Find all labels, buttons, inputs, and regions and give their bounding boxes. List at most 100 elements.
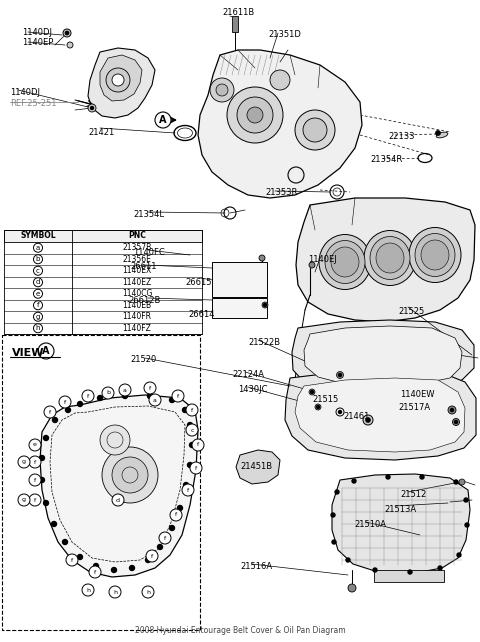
Circle shape bbox=[190, 442, 194, 447]
Text: d: d bbox=[116, 498, 120, 503]
Circle shape bbox=[183, 483, 189, 487]
Circle shape bbox=[34, 324, 43, 333]
Ellipse shape bbox=[421, 240, 449, 270]
Circle shape bbox=[186, 404, 198, 416]
Circle shape bbox=[169, 397, 175, 403]
Circle shape bbox=[144, 382, 156, 394]
Circle shape bbox=[172, 390, 184, 402]
Text: 1140EB: 1140EB bbox=[122, 300, 152, 309]
Circle shape bbox=[147, 394, 153, 399]
Polygon shape bbox=[236, 450, 280, 484]
Circle shape bbox=[130, 566, 134, 571]
Text: h: h bbox=[86, 587, 90, 593]
Text: 1140EX: 1140EX bbox=[122, 266, 152, 275]
Circle shape bbox=[77, 401, 83, 406]
Text: 21525: 21525 bbox=[398, 307, 424, 316]
Circle shape bbox=[420, 475, 424, 479]
Bar bbox=[4, 230, 202, 242]
Text: f: f bbox=[149, 385, 151, 390]
Circle shape bbox=[34, 243, 43, 252]
Text: 21513A: 21513A bbox=[384, 505, 416, 514]
Polygon shape bbox=[285, 370, 476, 460]
Text: 21354R: 21354R bbox=[370, 155, 402, 164]
Bar bbox=[4, 230, 202, 334]
Ellipse shape bbox=[409, 227, 461, 282]
Circle shape bbox=[18, 456, 30, 468]
Text: 1140DJ: 1140DJ bbox=[10, 88, 40, 97]
Circle shape bbox=[331, 513, 335, 517]
Polygon shape bbox=[304, 326, 462, 386]
Circle shape bbox=[332, 540, 336, 544]
Circle shape bbox=[309, 262, 315, 268]
Circle shape bbox=[363, 415, 373, 425]
Circle shape bbox=[365, 417, 371, 422]
Bar bbox=[2, 335, 200, 630]
Text: 26612B: 26612B bbox=[128, 296, 160, 305]
Circle shape bbox=[52, 417, 58, 422]
Bar bbox=[374, 570, 444, 582]
Text: 21522B: 21522B bbox=[248, 338, 280, 347]
Circle shape bbox=[346, 558, 350, 562]
Circle shape bbox=[216, 84, 228, 96]
Circle shape bbox=[65, 408, 71, 413]
Circle shape bbox=[67, 42, 73, 48]
Ellipse shape bbox=[436, 132, 448, 138]
Circle shape bbox=[155, 112, 171, 128]
Circle shape bbox=[149, 394, 161, 406]
Text: 1140EW: 1140EW bbox=[400, 390, 434, 399]
Circle shape bbox=[89, 566, 101, 578]
Circle shape bbox=[34, 278, 43, 287]
Circle shape bbox=[106, 68, 130, 92]
Circle shape bbox=[210, 78, 234, 102]
Circle shape bbox=[451, 408, 454, 412]
Circle shape bbox=[66, 554, 78, 566]
Circle shape bbox=[237, 97, 273, 133]
Text: VIEW: VIEW bbox=[12, 348, 45, 358]
Text: SYMBOL: SYMBOL bbox=[20, 232, 56, 241]
Text: a: a bbox=[123, 388, 127, 392]
Circle shape bbox=[29, 456, 41, 468]
Circle shape bbox=[34, 255, 43, 264]
Circle shape bbox=[59, 396, 71, 408]
Circle shape bbox=[454, 480, 458, 484]
Circle shape bbox=[386, 475, 390, 479]
Ellipse shape bbox=[325, 241, 365, 284]
Text: d: d bbox=[36, 279, 40, 285]
Circle shape bbox=[262, 302, 268, 308]
Circle shape bbox=[34, 300, 43, 309]
Text: 21520: 21520 bbox=[130, 355, 156, 364]
Circle shape bbox=[29, 439, 41, 451]
Text: h: h bbox=[113, 589, 117, 594]
Circle shape bbox=[190, 462, 202, 474]
Text: h: h bbox=[36, 325, 40, 331]
Text: a: a bbox=[153, 397, 157, 403]
Circle shape bbox=[178, 505, 182, 510]
Text: 22124A: 22124A bbox=[232, 370, 264, 379]
Circle shape bbox=[39, 478, 45, 483]
Text: 1140FR: 1140FR bbox=[122, 312, 152, 321]
Circle shape bbox=[457, 553, 461, 557]
Text: 21451B: 21451B bbox=[240, 462, 272, 471]
Circle shape bbox=[34, 312, 43, 321]
Circle shape bbox=[352, 479, 356, 483]
Circle shape bbox=[169, 526, 175, 530]
Text: e: e bbox=[36, 291, 40, 297]
Text: f: f bbox=[187, 487, 189, 492]
Polygon shape bbox=[88, 48, 155, 118]
Polygon shape bbox=[40, 395, 198, 577]
Circle shape bbox=[18, 494, 30, 506]
Text: f: f bbox=[34, 460, 36, 465]
Circle shape bbox=[192, 439, 204, 451]
Text: b: b bbox=[106, 390, 110, 395]
Circle shape bbox=[112, 457, 148, 493]
Circle shape bbox=[373, 568, 377, 572]
Text: f: f bbox=[64, 399, 66, 404]
Circle shape bbox=[259, 255, 265, 261]
Text: f: f bbox=[195, 465, 197, 471]
Text: 21353R: 21353R bbox=[265, 188, 298, 197]
Text: 22133: 22133 bbox=[388, 132, 415, 141]
Circle shape bbox=[111, 568, 117, 573]
Circle shape bbox=[338, 374, 341, 376]
Circle shape bbox=[91, 107, 94, 110]
Circle shape bbox=[82, 584, 94, 596]
